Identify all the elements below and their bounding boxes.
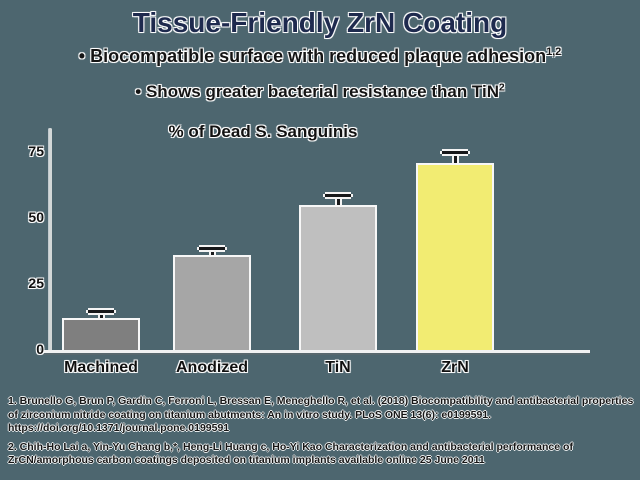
bar-tin bbox=[299, 205, 377, 350]
error-bar-cap-machined bbox=[88, 310, 114, 313]
x-axis-label-zrn: ZrN bbox=[441, 359, 469, 376]
error-bar-stem-tin bbox=[336, 197, 340, 205]
bullet-2-text: • Shows greater bacterial resistance tha… bbox=[135, 82, 500, 101]
error-bar-stem-anodized bbox=[210, 250, 214, 255]
error-bar-cap-zrn bbox=[442, 151, 468, 154]
y-tick-label-25: 25 bbox=[28, 275, 44, 291]
y-axis-line bbox=[49, 128, 52, 352]
bullet-2-superscript: 2 bbox=[499, 82, 505, 94]
footnote-1: 1. Brunello G, Brun P, Gardin C, Ferroni… bbox=[8, 395, 634, 434]
bullet-bacterial-resistance: • Shows greater bacterial resistance tha… bbox=[0, 82, 640, 102]
y-tick-label-0: 0 bbox=[36, 341, 44, 357]
y-tick-label-75: 75 bbox=[28, 143, 44, 159]
y-tick-label-50: 50 bbox=[28, 209, 44, 225]
x-axis-label-tin: TiN bbox=[325, 359, 351, 376]
footnotes: 1. Brunello G, Brun P, Gardin C, Ferroni… bbox=[8, 395, 634, 473]
error-bar-stem-machined bbox=[99, 313, 103, 318]
bar-machined bbox=[62, 318, 140, 350]
bar-anodized bbox=[173, 255, 251, 350]
x-axis-line bbox=[43, 350, 590, 353]
slide-title: Tissue-Friendly ZrN Coating bbox=[132, 7, 508, 38]
error-bar-stem-zrn bbox=[453, 154, 457, 163]
bullet-1-text: • Biocompatible surface with reduced pla… bbox=[78, 46, 547, 66]
bar-zrn bbox=[416, 163, 494, 350]
footnote-2: 2. Chih-Ho Lai a, Yin-Yu Chang b,*, Heng… bbox=[8, 440, 573, 467]
x-axis-label-machined: Machined bbox=[64, 359, 138, 376]
error-bar-cap-anodized bbox=[199, 247, 225, 250]
chart-title: % of Dead S. Sanguinis bbox=[168, 122, 358, 141]
bullet-1-superscript: 1,2 bbox=[546, 46, 562, 58]
x-axis-label-anodized: Anodized bbox=[176, 359, 248, 376]
bullet-biocompatible: • Biocompatible surface with reduced pla… bbox=[0, 46, 640, 67]
error-bar-cap-tin bbox=[325, 194, 351, 197]
